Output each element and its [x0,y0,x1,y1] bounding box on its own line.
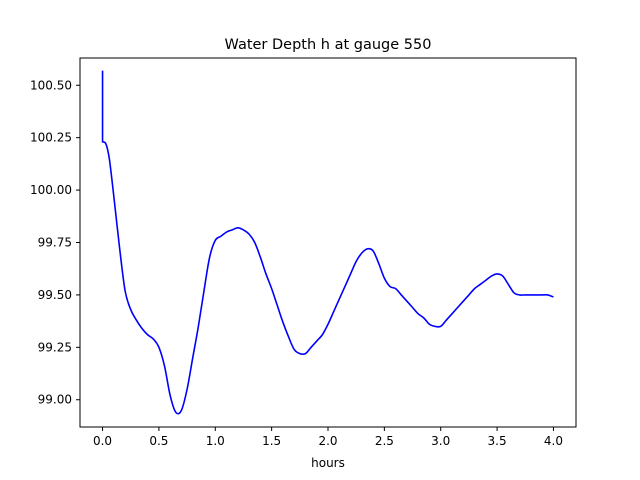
x-tick-label: 3.5 [488,434,507,448]
x-tick-label: 0.0 [93,434,112,448]
y-tick-label: 100.50 [30,78,72,92]
x-tick-label: 3.0 [431,434,450,448]
y-tick-label: 99.00 [38,393,72,407]
x-tick-label: 0.5 [149,434,168,448]
y-tick-label: 100.25 [30,131,72,145]
y-tick-label: 100.00 [30,183,72,197]
y-tick-label: 99.25 [38,340,72,354]
x-axis-label: hours [311,456,345,470]
x-tick-label: 4.0 [544,434,563,448]
x-axis: 0.0 0.5 1.0 1.5 2.0 2.5 3.0 3.5 4.0 [93,427,563,448]
y-axis: 99.00 99.25 99.50 99.75 100.00 100.25 100.50 [30,78,80,407]
chart-title: Water Depth h at gauge 550 [225,37,432,53]
x-tick-label: 2.5 [375,434,394,448]
y-tick-label: 99.50 [38,288,72,302]
plot-area [101,70,554,415]
y-tick-label: 99.75 [38,236,72,250]
x-tick-label: 2.0 [318,434,337,448]
x-tick-label: 1.5 [262,434,281,448]
axes-frame [79,57,577,428]
series-line-0 [101,70,554,415]
x-tick-label: 1.0 [206,434,225,448]
